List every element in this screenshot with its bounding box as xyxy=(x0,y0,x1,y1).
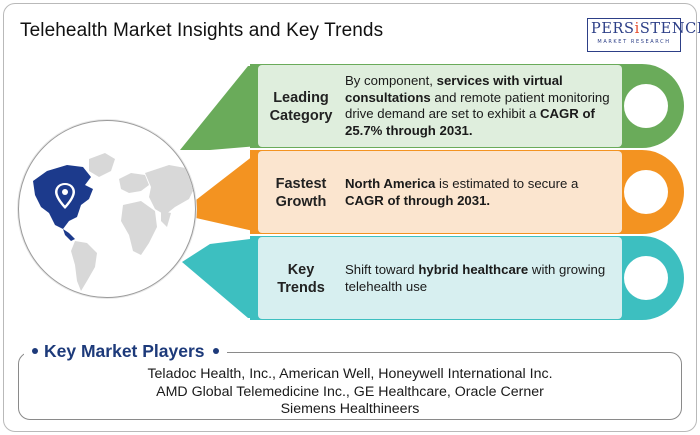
map-europe xyxy=(119,173,149,193)
key-players-title: Key Market Players xyxy=(24,340,227,362)
key-players-line: Siemens Healthineers xyxy=(280,401,420,417)
logo-tagline: MARKET RESEARCH xyxy=(597,39,671,45)
map-india xyxy=(161,211,171,227)
map-greenland xyxy=(89,153,115,177)
teal-tab-circle xyxy=(624,256,668,300)
bullet-dot xyxy=(212,347,219,354)
logo-wordmark: PERSiSTENCE xyxy=(591,21,700,37)
section-description: By component, services with virtual cons… xyxy=(345,73,610,138)
section-label: Leading Category xyxy=(269,90,333,124)
key-players-list: Teladoc Health, Inc., American Well, Hon… xyxy=(18,366,682,419)
map-asia xyxy=(145,165,195,215)
section-description: North America is estimated to secure a C… xyxy=(345,176,579,208)
world-map xyxy=(33,153,195,291)
key-players-line: Teladoc Health, Inc., American Well, Hon… xyxy=(147,366,553,382)
section-description: Shift toward hybrid healthcare with grow… xyxy=(345,262,606,294)
page-title: Telehealth Market Insights and Key Trend… xyxy=(20,20,384,41)
section-leading-category-box xyxy=(258,65,622,147)
key-players-line: AMD Global Telemedicine Inc., GE Healthc… xyxy=(156,383,544,400)
map-south-america xyxy=(71,241,97,291)
section-label: Key Trends xyxy=(277,262,325,296)
green-funnel-wedge xyxy=(180,66,258,150)
section-label: Fastest Growth xyxy=(275,176,327,210)
infographic-frame xyxy=(3,3,697,432)
globe xyxy=(18,120,196,298)
bullet-dot xyxy=(32,347,38,354)
teal-funnel-wedge xyxy=(182,238,258,318)
section-key-trends-box xyxy=(258,237,622,319)
orange-tab-circle xyxy=(624,170,668,214)
key-players-box xyxy=(18,352,682,420)
section-fastest-growth-box xyxy=(258,151,622,233)
orange-funnel-wedge xyxy=(196,152,258,232)
green-tab-circle xyxy=(624,84,668,128)
location-pin-icon xyxy=(55,183,75,209)
map-central-america xyxy=(63,229,75,241)
persistence-logo: PERSiSTENCE MARKET RESEARCH xyxy=(587,18,700,52)
map-africa xyxy=(121,201,157,255)
